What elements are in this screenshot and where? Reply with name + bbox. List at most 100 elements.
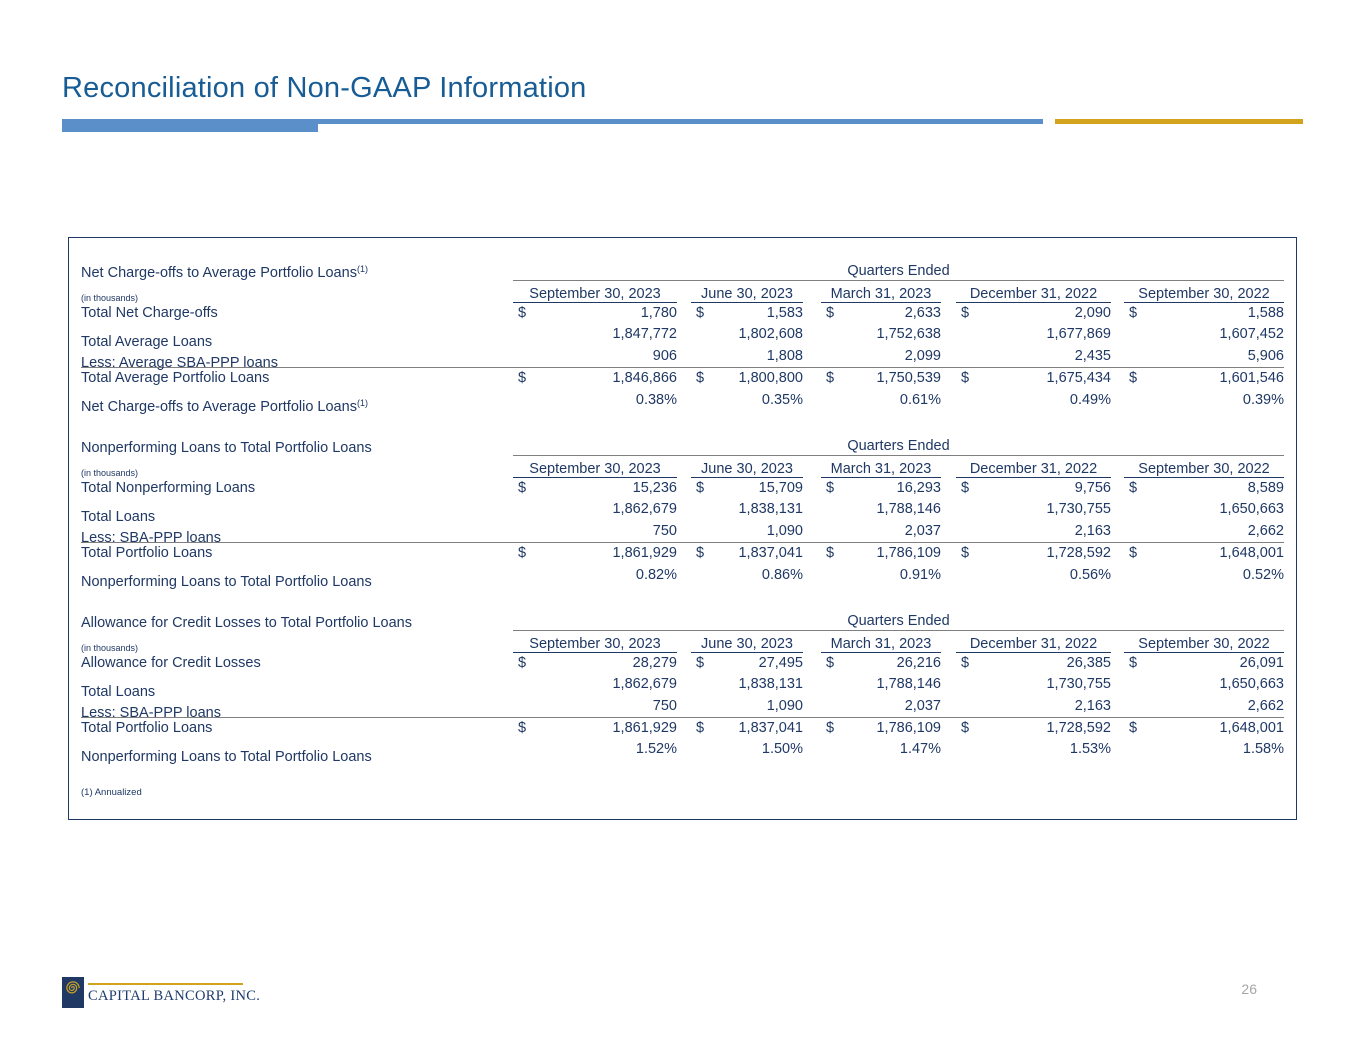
row-label: Net Charge-offs to Average Portfolio Loa… — [81, 397, 368, 415]
table-cell: 1,802,608 — [691, 324, 803, 345]
table-cell: 2,662 — [1124, 521, 1284, 542]
dollar-sign — [691, 390, 696, 411]
table-cell: $1,837,041 — [691, 718, 803, 739]
dollar-sign — [691, 565, 696, 586]
table-cell: $15,709 — [691, 478, 803, 499]
dollar-sign: $ — [696, 305, 705, 321]
row-label: Allowance for Credit Losses — [81, 654, 261, 671]
table-cell: $1,728,592 — [956, 543, 1111, 564]
cell-value: 1,601,546 — [1219, 370, 1284, 387]
table-title: Allowance for Credit Losses to Total Por… — [81, 614, 412, 631]
table-cell: $1,837,041 — [691, 543, 803, 564]
table-header-row: Nonperforming Loans to Total Portfolio L… — [81, 437, 1284, 456]
table-cell: $26,091 — [1124, 653, 1284, 674]
cell-value: 26,216 — [896, 654, 941, 671]
table-cell: 0.39% — [1124, 390, 1284, 411]
company-logo: CAPITAL BANCORP, INC. — [62, 977, 260, 1008]
table-cell: $1,800,800 — [691, 368, 803, 389]
row-label: Total Loans — [81, 508, 156, 525]
column-header: September 30, 2022 — [1124, 286, 1284, 303]
row-label: Total Average Portfolio Loans — [81, 370, 270, 387]
cell-value: 1,677,869 — [1046, 326, 1111, 343]
dollar-sign: $ — [961, 545, 970, 562]
dollar-sign: $ — [696, 545, 705, 562]
cell-value: 0.35% — [761, 391, 803, 408]
dollar-sign — [513, 324, 518, 345]
cell-value: 2,633 — [904, 305, 941, 321]
table-columns-row: (in thousands) September 30, 2023 June 30,… — [81, 281, 1284, 303]
spiral-icon — [66, 981, 80, 994]
cell-value: 1.58% — [1242, 741, 1284, 758]
table-cell: 2,099 — [821, 346, 941, 367]
cell-value: 1,090 — [766, 697, 803, 714]
dollar-sign — [513, 499, 518, 520]
table-cell: 1,607,452 — [1124, 324, 1284, 345]
cell-value: 1.47% — [899, 741, 941, 758]
dollar-sign: $ — [518, 479, 527, 496]
table-cell: $16,293 — [821, 478, 941, 499]
cell-value: 1,788,146 — [876, 501, 941, 518]
cell-value: 1,862,679 — [612, 676, 677, 693]
cell-value: 1,675,434 — [1046, 370, 1111, 387]
cell-value: 2,163 — [1074, 697, 1111, 714]
table-cell: 2,435 — [956, 346, 1111, 367]
cell-value: 1,861,929 — [612, 720, 677, 737]
column-header: March 31, 2023 — [821, 636, 941, 653]
cell-value: 1,847,772 — [612, 326, 677, 343]
dollar-sign — [691, 521, 696, 542]
dollar-sign — [691, 696, 696, 717]
cell-value: 1,786,109 — [876, 720, 941, 737]
cell-value: 0.49% — [1069, 391, 1111, 408]
table-header-row: Allowance for Credit Losses to Total Por… — [81, 612, 1284, 631]
quarters-ended-header: Quarters Ended — [513, 613, 1284, 631]
dollar-sign: $ — [1129, 305, 1138, 321]
column-header: June 30, 2023 — [691, 286, 803, 303]
dollar-sign — [1124, 696, 1129, 717]
cell-value: 1,650,663 — [1219, 501, 1284, 518]
table-cell: $9,756 — [956, 478, 1111, 499]
cell-value: 1,788,146 — [876, 676, 941, 693]
table-cell: 2,037 — [821, 696, 941, 717]
table-cell: 5,906 — [1124, 346, 1284, 367]
table-row: Nonperforming Loans to Total Portfolio L… — [81, 565, 1284, 590]
cell-value: 1,786,109 — [876, 545, 941, 562]
cell-value: 1,780 — [640, 305, 677, 321]
column-header: June 30, 2023 — [691, 636, 803, 653]
footnote: (1) Annualized — [81, 786, 142, 798]
table-cell: $26,385 — [956, 653, 1111, 674]
table-cell: $2,633 — [821, 303, 941, 324]
table-row: Less: SBA-PPP loans 750 1,090 2,037 2,163 2,6… — [81, 696, 1284, 721]
column-header: June 30, 2023 — [691, 461, 803, 478]
dollar-sign — [691, 346, 696, 367]
cell-value: 1.53% — [1069, 741, 1111, 758]
dollar-sign: $ — [518, 545, 527, 562]
dollar-sign — [821, 696, 826, 717]
cell-value: 750 — [652, 697, 677, 714]
table-row: Less: SBA-PPP loans 750 1,090 2,037 2,163 2,6… — [81, 521, 1284, 546]
table-cell: $8,589 — [1124, 478, 1284, 499]
page-title: Reconciliation of Non-GAAP Information — [62, 72, 587, 104]
quarters-ended-header: Quarters Ended — [513, 438, 1284, 456]
cell-value: 0.91% — [899, 566, 941, 583]
table-cell: 1.47% — [821, 739, 941, 760]
cell-value: 1,837,041 — [738, 545, 803, 562]
dollar-sign: $ — [961, 654, 970, 671]
dollar-sign: $ — [826, 479, 835, 496]
table-cell: $1,786,109 — [821, 718, 941, 739]
cell-value: 1,862,679 — [612, 501, 677, 518]
table-cell: 1.53% — [956, 739, 1111, 760]
table-cell: $15,236 — [513, 478, 677, 499]
page-number: 26 — [1241, 981, 1257, 997]
table-cell: 2,163 — [956, 696, 1111, 717]
table-cell: 2,662 — [1124, 696, 1284, 717]
table-cell: 1,788,146 — [821, 499, 941, 520]
table-cell: 1,862,679 — [513, 499, 677, 520]
dollar-sign — [513, 346, 518, 367]
dollar-sign: $ — [961, 305, 970, 321]
dollar-sign: $ — [1129, 654, 1138, 671]
dollar-sign — [821, 565, 826, 586]
superscript: (1) — [356, 397, 368, 408]
table-cell: 0.82% — [513, 565, 677, 586]
row-label: Less: SBA-PPP loans — [81, 705, 221, 722]
dollar-sign: $ — [826, 305, 835, 321]
